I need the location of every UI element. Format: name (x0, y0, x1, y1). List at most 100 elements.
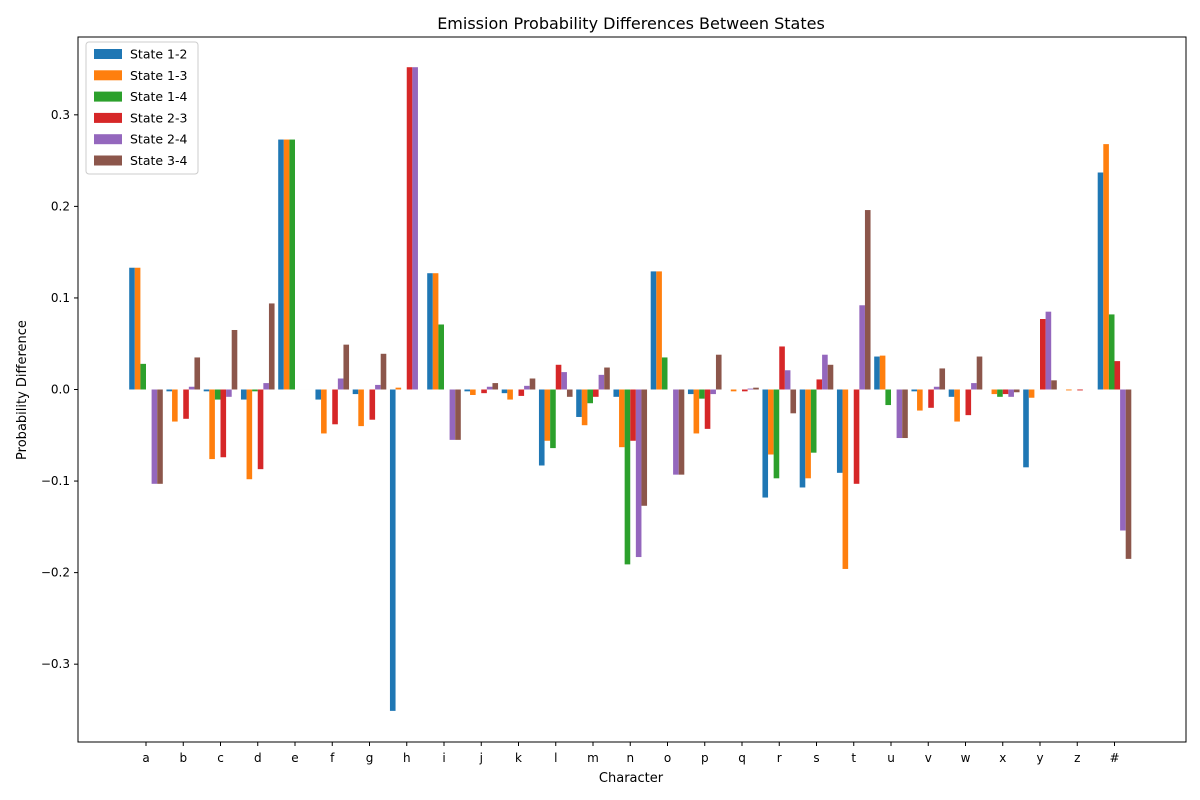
bar (268, 303, 275, 390)
x-tick-label: d (254, 751, 262, 765)
bar (581, 389, 588, 426)
legend-swatch (94, 155, 122, 166)
bar (650, 271, 657, 390)
x-tick-label: s (813, 751, 819, 765)
bar (134, 267, 141, 390)
bar (715, 354, 722, 390)
bar (470, 389, 476, 395)
legend-swatch (94, 70, 122, 81)
bar (836, 389, 843, 473)
bar (1103, 144, 1109, 390)
chart-title: Emission Probability Differences Between… (437, 14, 825, 33)
bar (656, 271, 662, 390)
bar (561, 372, 567, 390)
bar (1045, 311, 1052, 390)
legend: State 1-2 State 1-3 State 1-4 State 2-3 Stat… (85, 41, 199, 175)
x-tick-label: f (330, 751, 335, 765)
bar (1066, 389, 1072, 391)
bar (896, 389, 903, 439)
bar (1040, 319, 1046, 390)
bar (550, 389, 556, 449)
bar (710, 389, 716, 395)
bar (604, 367, 610, 390)
bar (704, 389, 711, 429)
bar (188, 386, 195, 390)
bar (555, 364, 562, 390)
bar (939, 368, 946, 390)
y-tick-label: 0.2 (51, 199, 70, 213)
bar (827, 364, 834, 390)
x-tick-label: c (217, 751, 224, 765)
bar (375, 384, 381, 390)
y-axis-label: Probability Difference (15, 320, 30, 460)
bar (928, 389, 934, 408)
bar (853, 389, 860, 484)
y-tick-label: 0.0 (51, 383, 70, 397)
legend-label: State 2-4 (130, 132, 188, 147)
bar (492, 383, 499, 390)
bar (283, 139, 290, 390)
legend-item: State 1-4 (94, 89, 188, 104)
bar (864, 210, 871, 390)
bar (933, 386, 940, 390)
bar (630, 389, 636, 441)
legend-item: State 1-2 (94, 47, 187, 62)
bar (352, 389, 359, 395)
x-tick-label: b (179, 751, 187, 765)
bar (538, 389, 545, 466)
y-tick-label: 0.1 (51, 291, 70, 305)
x-tick-label: p (701, 751, 709, 765)
bar (874, 356, 880, 390)
bar (343, 344, 350, 390)
bar (613, 389, 620, 397)
bar (805, 389, 811, 479)
x-tick-label: j (479, 751, 483, 765)
bar (799, 389, 806, 488)
x-tick-label: o (664, 751, 671, 765)
x-tick-label: k (515, 751, 522, 765)
bar (449, 389, 456, 440)
bar (455, 389, 461, 440)
x-tick-label: u (887, 751, 895, 765)
bar (412, 67, 418, 390)
bar (641, 389, 648, 506)
bar (619, 389, 625, 448)
bar (257, 389, 264, 470)
x-axis-label: Character (599, 771, 664, 786)
bar (991, 389, 998, 395)
x-tick-label: l (554, 751, 557, 765)
bar (321, 389, 327, 434)
bar (693, 389, 700, 434)
x-tick-label: z (1074, 751, 1080, 765)
bar (842, 389, 849, 569)
bar (395, 387, 402, 390)
bar (1023, 389, 1029, 468)
bar (747, 388, 754, 390)
plot-area (129, 67, 1132, 711)
series-state-1-4 (140, 139, 1115, 565)
legend-item: State 3-4 (94, 153, 188, 168)
bar (687, 389, 694, 395)
bar (1114, 361, 1121, 390)
bar (730, 389, 737, 392)
legend-swatch (94, 91, 122, 102)
x-tick-label: w (961, 751, 971, 765)
bar (289, 139, 295, 390)
bar (661, 357, 668, 390)
bar (742, 389, 748, 392)
bar (762, 389, 769, 498)
legend-item: State 2-4 (94, 132, 188, 147)
bar (822, 354, 828, 390)
bar (1077, 389, 1083, 391)
bar (226, 389, 232, 397)
bar (753, 387, 759, 390)
x-tick-label: r (777, 751, 782, 765)
bar (917, 389, 923, 411)
x-tick-label: e (291, 751, 298, 765)
series-state-2-3 (146, 67, 1121, 484)
bar (151, 389, 158, 484)
bar (773, 389, 780, 479)
bar (315, 389, 322, 400)
